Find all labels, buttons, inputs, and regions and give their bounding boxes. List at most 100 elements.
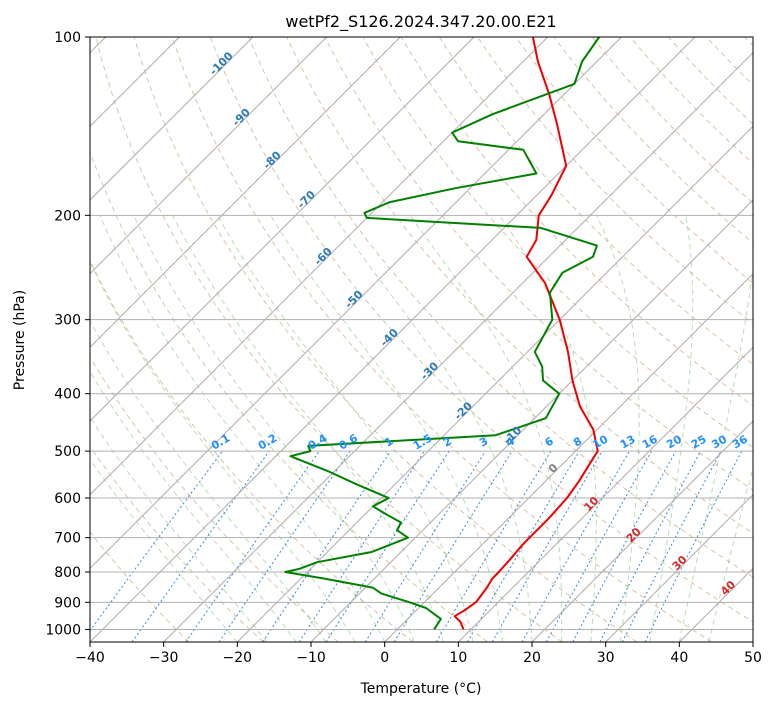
isotherm-line: [237, 37, 775, 642]
temperature-profile: [455, 37, 598, 629]
x-tick-label: −20: [223, 650, 253, 666]
isotherm-label: 40: [718, 578, 738, 598]
moist-adiabat-line: [134, 215, 414, 642]
y-axis-label: Pressure (hPa): [12, 290, 28, 390]
dry-adiabat-line: [58, 37, 488, 642]
dry-adiabat-line: [592, 37, 775, 642]
mixing-ratio-label: 16: [640, 432, 660, 451]
x-tick-label: 20: [523, 650, 541, 666]
moist-adiabat-line: [410, 215, 562, 642]
moist-adiabat-line: [597, 215, 640, 642]
plot-frame: [90, 37, 753, 642]
dry-adiabat-line: [516, 37, 775, 642]
mixing-ratio-label: 30: [709, 432, 729, 451]
temperature-gridline: [0, 37, 327, 642]
mixing-ratio-label: 0.1: [209, 432, 232, 453]
temperature-gridline: [237, 37, 775, 642]
mixing-ratio-line: [468, 451, 580, 642]
y-tick-label: 300: [54, 313, 81, 329]
moist-adiabat-line: [100, 215, 385, 642]
temperature-gridline: [164, 37, 769, 642]
isotherm-label: -20: [452, 399, 475, 422]
isotherm-line: [532, 37, 775, 642]
isotherm-line: [0, 37, 400, 642]
isotherm-line: [679, 37, 775, 642]
x-tick-label: 10: [449, 650, 467, 666]
y-tick-label: 1000: [45, 622, 81, 638]
temperature-gridline: [753, 37, 775, 642]
mixing-ratio-line: [546, 451, 651, 642]
mixing-ratio-line: [82, 451, 223, 642]
isotherm-label: -40: [378, 326, 401, 349]
moist-adiabat-line: [70, 215, 356, 642]
y-tick-label: 700: [54, 531, 81, 547]
moist-adiabat-line: [43, 215, 326, 642]
dry-adiabat-line: [0, 37, 338, 642]
mixing-ratio-label: 20: [664, 432, 684, 451]
mixing-ratio-line: [263, 451, 391, 642]
x-axis-label: Temperature (°C): [360, 681, 482, 697]
x-tick-label: 40: [670, 650, 688, 666]
x-tick-label: −10: [296, 650, 326, 666]
mixing-ratio-label: 36: [730, 432, 750, 451]
x-tick-label: −40: [75, 650, 105, 666]
temperature-gridline: [0, 37, 253, 642]
temperature-gridline: [385, 37, 775, 642]
chart-title: wetPf2_S126.2024.347.20.00.E21: [285, 12, 556, 32]
isotherm-line: [458, 37, 775, 642]
moist-adiabat-line: [709, 215, 775, 642]
mixing-ratio-line: [132, 451, 269, 642]
dry-adiabat-line: [20, 37, 413, 642]
moist-adiabat-line: [0, 215, 267, 642]
mixing-ratio-label: 6: [543, 434, 556, 449]
mixing-ratio-line: [522, 451, 629, 642]
dry-adiabat-line: [0, 37, 264, 642]
x-tick-label: 30: [597, 650, 615, 666]
moist-adiabat-line: [334, 215, 532, 642]
mixing-ratio-label: 3: [477, 435, 490, 450]
isotherm-label: -100: [207, 49, 236, 78]
isotherm-line: [0, 37, 327, 642]
dry-adiabat-line: [745, 37, 775, 642]
mixing-ratio-label: 8: [571, 435, 584, 450]
temperature-gridline: [679, 37, 775, 642]
y-tick-label: 900: [54, 595, 81, 611]
temperature-gridline: [458, 37, 775, 642]
isotherm-line: [0, 37, 253, 642]
mixing-ratio-label: 25: [689, 433, 709, 452]
mixing-ratio-label: 1: [382, 435, 395, 450]
dry-adiabat-line: [707, 37, 775, 642]
mixing-ratio-label: 13: [618, 433, 638, 452]
isotherm-label: 30: [670, 553, 690, 573]
x-tick-label: −30: [149, 650, 179, 666]
isotherm-label: -80: [261, 148, 284, 171]
mixing-ratio-line: [299, 451, 424, 642]
y-tick-label: 600: [54, 491, 81, 507]
isotherm-label: -60: [312, 245, 335, 268]
moist-adiabat-line: [0, 215, 237, 642]
dry-adiabat-line: [668, 37, 775, 642]
isotherm-label: -50: [342, 288, 365, 311]
dewpoint-profile: [285, 37, 599, 629]
x-tick-label: 0: [380, 650, 389, 666]
isotherm-label: -90: [230, 106, 253, 129]
moist-adiabat-line: [218, 215, 474, 642]
isotherm-line: [753, 37, 775, 642]
dry-adiabat-line: [211, 37, 775, 642]
y-tick-label: 400: [54, 387, 81, 403]
temperature-gridline: [16, 37, 621, 642]
temperature-gridline: [532, 37, 775, 642]
mixing-ratio-label: 0.2: [256, 432, 279, 453]
temperature-gridline: [0, 37, 400, 642]
y-tick-label: 800: [54, 565, 81, 581]
isotherm-label: 10: [581, 494, 601, 514]
data-series: [285, 37, 599, 629]
mixing-ratio-label: 1.5: [411, 432, 434, 453]
isotherm-label: 20: [624, 525, 644, 545]
y-tick-label: 500: [54, 444, 81, 460]
y-tick-label: 100: [54, 30, 81, 46]
isotherm-label: -70: [295, 188, 318, 211]
